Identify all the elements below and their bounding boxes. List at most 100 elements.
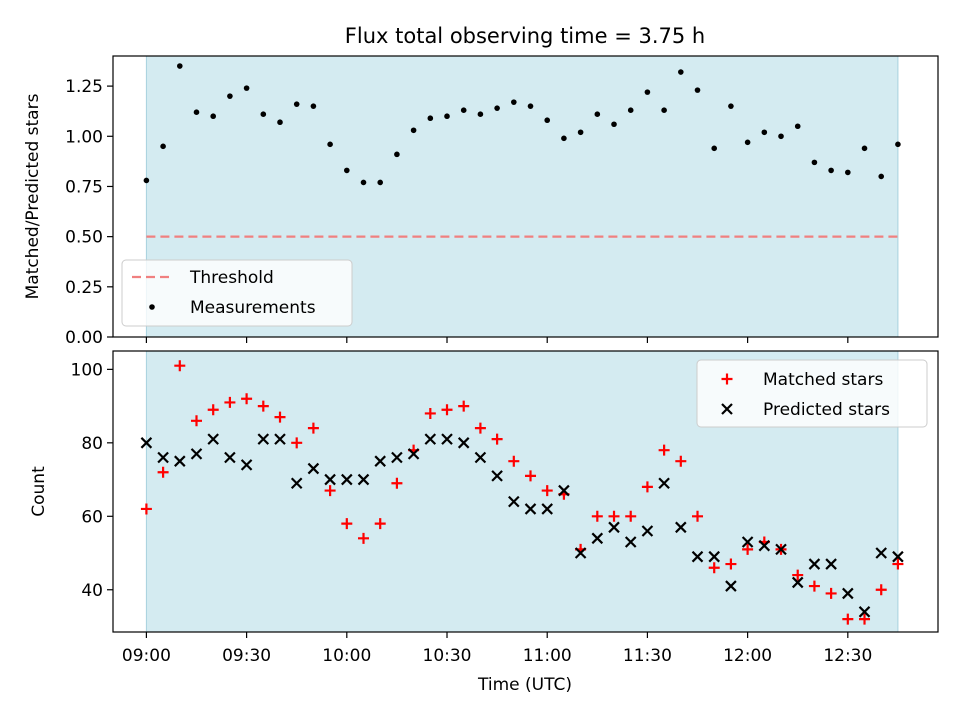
predicted-star-point (541, 503, 553, 515)
predicted-star-point (608, 521, 620, 534)
y-tick-label: 40 (81, 581, 103, 601)
predicted-star-point (157, 451, 169, 464)
predicted-star-point (274, 433, 286, 445)
measurement-point (410, 127, 417, 134)
measurement-point (761, 129, 768, 136)
count-legend: Matched stars Predicted stars (696, 359, 928, 428)
ratio-y-axis-label: Matched/Predicted stars (23, 93, 43, 299)
measurement-point (193, 109, 200, 115)
x-tick-label: 10:30 (423, 646, 472, 666)
measurement-point (861, 145, 868, 152)
measurement-point (744, 139, 751, 146)
measurement-point (544, 117, 551, 124)
measurement-point (778, 133, 784, 140)
x-tick-label: 09:00 (122, 646, 171, 666)
measurement-point (644, 89, 651, 95)
matched-star-point (725, 558, 737, 570)
predicted-star-point (574, 547, 587, 559)
count-panel: 40 60 80 100 09:00 09:30 10:00 10:30 11:00 11:30… (29, 350, 939, 666)
ratio-panel: 0.00 0.25 0.50 0.75 1.00 1.25 Matched/Predict… (23, 55, 939, 348)
measurement-point (444, 113, 450, 120)
matched-star-point (224, 396, 236, 408)
predicted-star-point (825, 558, 837, 570)
matched-star-point (508, 455, 520, 467)
predicted-star-point (775, 543, 787, 556)
measurement-point (377, 179, 384, 186)
measurement-point (210, 113, 217, 120)
y-tick-label: 100 (71, 360, 103, 380)
x-tick-label: 11:00 (523, 646, 572, 666)
matched-star-point (157, 466, 169, 478)
predicted-star-point (474, 451, 487, 464)
predicted-star-point (658, 477, 670, 490)
legend-predicted-swatch (721, 403, 733, 415)
predicted-star-point (324, 473, 336, 486)
matched-star-point (541, 485, 553, 497)
predicted-star-point (240, 459, 253, 471)
measurement-point (661, 107, 667, 113)
measurement-point (260, 111, 267, 118)
measurement-point (594, 111, 601, 118)
matched-star-point (140, 503, 152, 515)
measurement-point (561, 135, 567, 142)
x-tick-label: 12:30 (823, 646, 872, 666)
matched-star-point (641, 481, 653, 493)
matched-star-point (174, 360, 186, 372)
y-tick-label: 0.75 (65, 177, 103, 197)
matched-star-point (491, 433, 503, 445)
chart-title: Flux total observing time = 3.75 h (345, 24, 705, 48)
matched-star-point (458, 400, 470, 412)
count-y-axis-label: Count (29, 466, 49, 517)
measurement-point (460, 107, 467, 113)
count-x-ticks: 09:00 09:30 10:00 10:30 11:00 11:30 12:00 12:30 (122, 632, 872, 666)
matched-star-point (374, 518, 386, 530)
matched-star-point (742, 543, 754, 555)
predicted-star-point (591, 532, 604, 545)
matched-star-point (241, 393, 253, 405)
legend-box (696, 359, 928, 428)
predicted-star-point (892, 550, 904, 563)
legend-box (121, 259, 353, 327)
predicted-star-point (842, 587, 854, 600)
predicted-star-point (641, 525, 654, 537)
measurement-point (427, 115, 434, 122)
count-y-ticks: 40 60 80 100 (71, 360, 113, 601)
measurement-point (293, 101, 300, 107)
y-tick-label: 1.00 (65, 127, 103, 147)
measurement-point (243, 85, 250, 91)
matched-star-point (358, 532, 370, 544)
measurement-point (360, 179, 367, 186)
measurement-point (728, 103, 734, 109)
matched-star-point (692, 510, 704, 522)
x-tick-label: 12:00 (723, 646, 772, 666)
measurement-point (794, 123, 801, 130)
matched-star-point (474, 422, 486, 434)
measurement-point (811, 159, 818, 166)
predicted-star-point (624, 536, 637, 548)
legend-threshold-label: Threshold (189, 268, 274, 288)
matched-star-point (424, 407, 436, 419)
measurement-point (611, 121, 617, 128)
matched-star-point (625, 510, 637, 522)
measurement-point (627, 107, 634, 113)
matched-star-point (191, 415, 203, 427)
predicted-star-point (441, 433, 453, 445)
matched-star-point (808, 580, 820, 592)
measurement-point (160, 143, 166, 150)
measurement-point (310, 103, 317, 109)
matched-star-point (324, 485, 336, 497)
y-tick-label: 60 (81, 507, 103, 527)
y-tick-label: 80 (81, 434, 103, 454)
predicted-star-point (791, 576, 804, 589)
measurement-point (277, 119, 283, 126)
predicted-star-point (457, 437, 470, 449)
measurement-point (327, 141, 333, 148)
matched-star-point (708, 562, 720, 574)
predicted-stars-points (140, 433, 904, 618)
measurement-point (344, 167, 350, 174)
predicted-star-point (691, 550, 704, 563)
legend-measurement-label: Measurements (190, 298, 316, 318)
predicted-star-point (140, 437, 153, 449)
predicted-star-point (491, 470, 503, 482)
